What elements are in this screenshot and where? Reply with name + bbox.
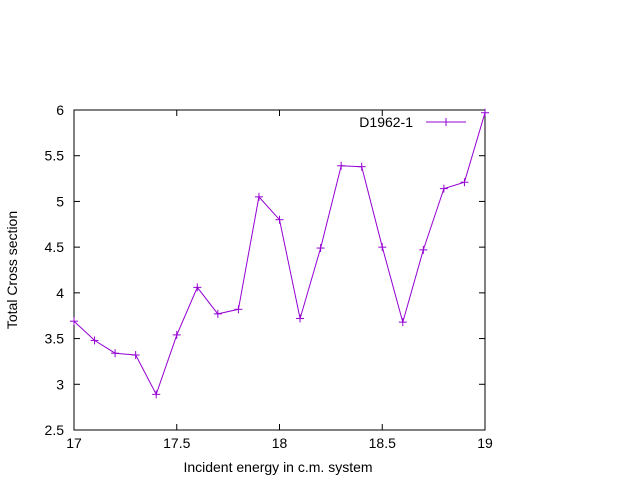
x-tick-label: 18 bbox=[272, 435, 288, 451]
data-point bbox=[193, 283, 202, 292]
y-tick-label: 3 bbox=[56, 376, 64, 392]
y-tick-label: 4 bbox=[56, 285, 64, 301]
data-point bbox=[172, 330, 181, 339]
legend: D1962-1 bbox=[359, 114, 466, 130]
data-point bbox=[70, 317, 78, 326]
data-point bbox=[460, 178, 469, 187]
plot-border bbox=[73, 109, 486, 431]
x-tick-label: 17 bbox=[66, 435, 82, 451]
data-point bbox=[234, 305, 243, 314]
data-point bbox=[481, 108, 489, 117]
data-point bbox=[439, 184, 448, 193]
data-point bbox=[90, 336, 99, 345]
y-tick-label: 3.5 bbox=[45, 331, 65, 347]
data-point bbox=[337, 161, 346, 170]
data-point bbox=[131, 351, 140, 360]
data-point bbox=[213, 309, 222, 318]
data-point bbox=[378, 243, 387, 252]
y-axis-label: Total Cross section bbox=[4, 211, 20, 329]
x-tick-label: 18.5 bbox=[369, 435, 396, 451]
data-point bbox=[419, 245, 428, 254]
data-point bbox=[398, 318, 407, 327]
x-tick-label: 17.5 bbox=[163, 435, 190, 451]
y-tick-label: 2.5 bbox=[45, 422, 65, 438]
y-tick-label: 5 bbox=[56, 193, 64, 209]
x-axis-label: Incident energy in c.m. system bbox=[183, 459, 372, 475]
series-layer bbox=[70, 108, 489, 399]
x-tick-label: 19 bbox=[477, 435, 493, 451]
legend-label: D1962-1 bbox=[359, 114, 413, 130]
legend-marker bbox=[442, 118, 450, 126]
axis-ticks: 17 17.5 18 18.5 19 2.5 3 3.5 4 4.5 5 5.5 6 bbox=[45, 102, 493, 451]
data-point bbox=[152, 390, 161, 399]
data-point bbox=[254, 192, 263, 201]
y-tick-label: 5.5 bbox=[45, 148, 65, 164]
y-tick-label: 4.5 bbox=[45, 239, 65, 255]
data-point bbox=[111, 349, 120, 358]
data-point bbox=[316, 244, 325, 253]
data-point bbox=[357, 162, 366, 171]
y-tick-label: 6 bbox=[56, 102, 64, 118]
data-point bbox=[275, 215, 284, 224]
data-point bbox=[296, 314, 305, 323]
